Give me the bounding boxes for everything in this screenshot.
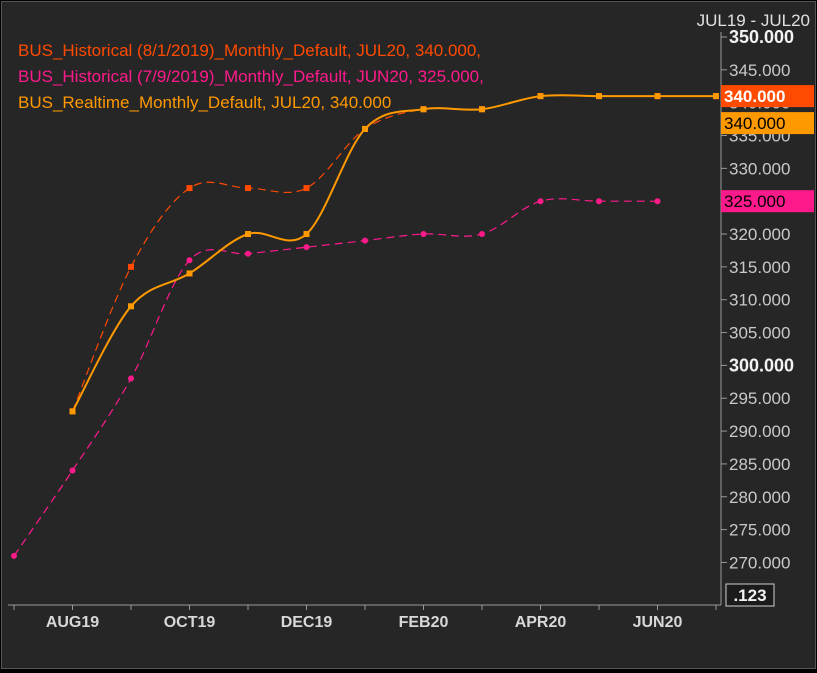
- data-point: [654, 198, 661, 205]
- x-axis: AUG19 OCT19 DEC19 FEB20 APR20 JUN20: [13, 605, 717, 631]
- legend-entry-historical-jul: BUS_Historical (7/9/2019)_Monthly_Defaul…: [18, 67, 484, 86]
- y-tick-label: 280.000: [729, 488, 790, 507]
- data-point: [713, 93, 719, 100]
- plot-area: [11, 93, 719, 559]
- y-tick-label: 300.000: [729, 355, 794, 375]
- y-tick-label: 295.000: [729, 389, 790, 408]
- x-tick-label: APR20: [515, 614, 567, 631]
- y-tick-label: 275.000: [729, 521, 790, 540]
- date-range-label: JUL19 - JUL20: [697, 11, 810, 30]
- data-point: [362, 237, 368, 244]
- y-tick-label: 345.000: [729, 61, 790, 80]
- precision-badge[interactable]: .123: [725, 583, 775, 607]
- data-point: [186, 270, 193, 277]
- data-point: [128, 375, 134, 382]
- x-tick-label: AUG19: [46, 614, 99, 631]
- y-tick-label: 285.000: [729, 455, 790, 474]
- data-point: [245, 185, 251, 192]
- data-point: [186, 257, 193, 264]
- series-2: [69, 93, 719, 415]
- y-tick-label: 270.000: [729, 553, 790, 572]
- data-point: [128, 303, 134, 310]
- y-tick-label: 350.000: [729, 27, 794, 47]
- data-point: [479, 106, 485, 113]
- data-point: [128, 263, 134, 270]
- data-point: [69, 408, 76, 415]
- data-point: [303, 244, 310, 251]
- y-tick-label: 305.000: [729, 324, 790, 343]
- y-tick-label: 315.000: [729, 258, 790, 277]
- data-point: [303, 231, 310, 238]
- data-point: [596, 198, 602, 205]
- data-point: [596, 93, 602, 100]
- data-point: [245, 250, 251, 257]
- x-tick-label: FEB20: [399, 614, 449, 631]
- series-line: [71, 94, 716, 412]
- legend-entry-realtime: BUS_Realtime_Monthly_Default, JUL20, 340…: [18, 93, 391, 112]
- last-value-label: 340.000: [724, 87, 785, 106]
- series-line: [13, 198, 658, 557]
- series-line: [71, 94, 716, 412]
- last-value-flag: 325.000: [721, 190, 814, 213]
- last-value-flag: 340.000: [721, 112, 814, 135]
- y-tick-label: 330.000: [729, 159, 790, 178]
- data-point: [537, 93, 544, 100]
- data-point: [420, 106, 427, 113]
- data-point: [11, 552, 17, 559]
- last-value-label: 325.000: [724, 192, 785, 211]
- last-value-flag: 340.000: [721, 85, 814, 108]
- data-point: [420, 231, 427, 238]
- data-point: [654, 93, 661, 100]
- data-point: [245, 231, 251, 238]
- last-value-label: 340.000: [724, 114, 785, 133]
- precision-badge-label: .123: [733, 586, 766, 605]
- data-point: [303, 185, 310, 192]
- legend: BUS_Historical (8/1/2019)_Monthly_Defaul…: [18, 41, 484, 112]
- data-point: [362, 125, 368, 132]
- last-value-flags: 340.000 340.000 325.000: [721, 85, 814, 213]
- data-point: [69, 467, 76, 474]
- x-tick-label: OCT19: [164, 614, 216, 631]
- x-tick-label: JUN20: [633, 614, 683, 631]
- data-point: [479, 231, 485, 238]
- legend-entry-historical-aug: BUS_Historical (8/1/2019)_Monthly_Defaul…: [18, 41, 481, 60]
- series-1: [11, 198, 661, 559]
- y-axis: 270.000 275.000 280.000 285.000 290.000 295.0…: [721, 27, 794, 572]
- y-tick-label: 320.000: [729, 225, 790, 244]
- data-point: [537, 198, 544, 205]
- x-tick-label: DEC19: [281, 614, 333, 631]
- data-point: [186, 185, 193, 192]
- y-tick-label: 290.000: [729, 422, 790, 441]
- y-tick-label: 310.000: [729, 291, 790, 310]
- series-0: [69, 93, 719, 415]
